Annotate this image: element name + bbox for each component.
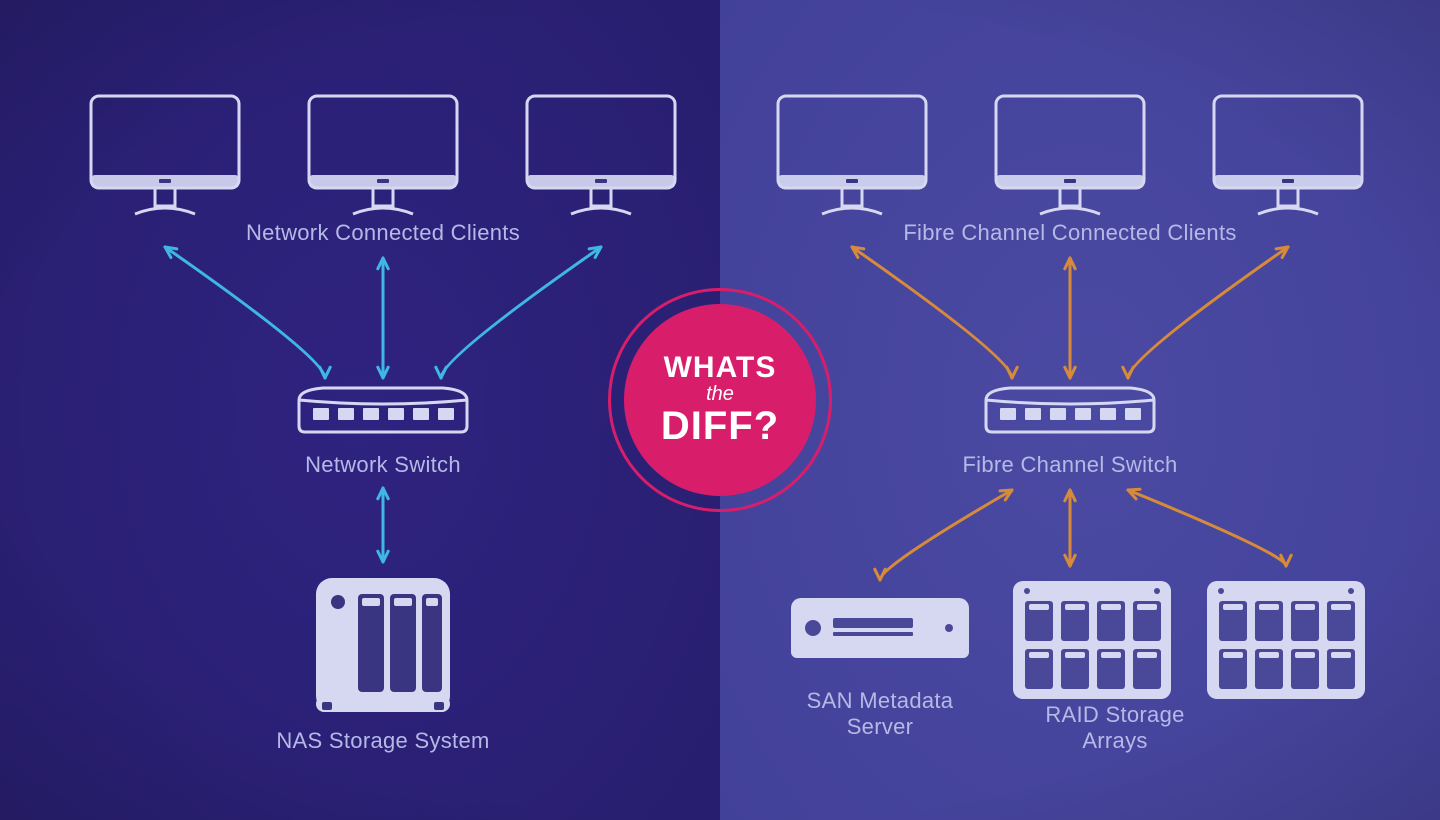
right-clients-label: Fibre Channel Connected Clients: [350, 220, 1440, 246]
right-switch-label: Fibre Channel Switch: [350, 452, 1440, 478]
monitor-icon: [521, 90, 681, 220]
monitor-icon: [85, 90, 245, 220]
monitor-icon: [772, 90, 932, 220]
monitor-icon: [990, 90, 1150, 220]
raid-arrays-label: RAID Storage Arrays: [395, 702, 1440, 754]
monitor-icon: [1208, 90, 1368, 220]
badge-line2: the: [706, 383, 734, 406]
network-switch-icon: [293, 378, 473, 438]
san-server-icon: [785, 588, 975, 668]
fibre-channel-switch-icon: [980, 378, 1160, 438]
badge-line3: DIFF?: [661, 404, 779, 449]
whats-the-diff-badge: WHATS the DIFF?: [624, 304, 816, 496]
monitor-icon: [303, 90, 463, 220]
raid-array-icon: [1201, 575, 1371, 705]
badge-line1: WHATS: [664, 351, 777, 385]
raid-array-icon: [1007, 575, 1177, 705]
